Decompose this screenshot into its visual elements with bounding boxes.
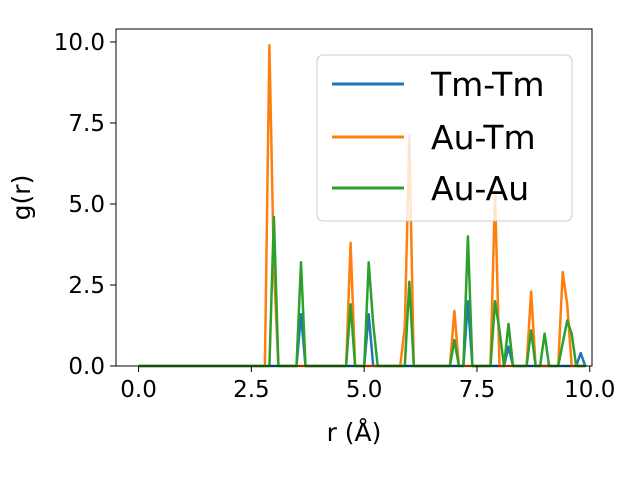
plot-frame xyxy=(115,28,593,367)
legend: Tm-Tm Au-Tm Au-Au xyxy=(316,54,573,222)
x-tick-label: 2.5 xyxy=(233,377,270,403)
y-tick-label: 7.5 xyxy=(68,111,105,137)
legend-label-au-tm: Au-Tm xyxy=(431,118,536,157)
x-tick-label: 7.5 xyxy=(459,377,496,403)
x-tick-label: 5.0 xyxy=(346,377,383,403)
legend-label-au-au: Au-Au xyxy=(431,169,529,208)
ticks-layer: 0.0 2.5 5.0 7.5 10.0 0.0 2.5 5.0 7.5 10.0 xyxy=(54,30,616,403)
y-tick-label: 5.0 xyxy=(68,192,105,218)
y-axis-label: g(r) xyxy=(7,175,36,221)
y-tick-label: 0.0 xyxy=(68,354,105,380)
x-tick-label: 10.0 xyxy=(564,377,615,403)
legend-label-tm-tm: Tm-Tm xyxy=(430,65,545,104)
y-tick-label: 2.5 xyxy=(68,273,105,299)
x-tick-label: 0.0 xyxy=(120,377,157,403)
x-axis-label: r (Å) xyxy=(327,418,382,447)
y-tick-label: 10.0 xyxy=(54,30,105,56)
legend-box xyxy=(316,54,573,222)
